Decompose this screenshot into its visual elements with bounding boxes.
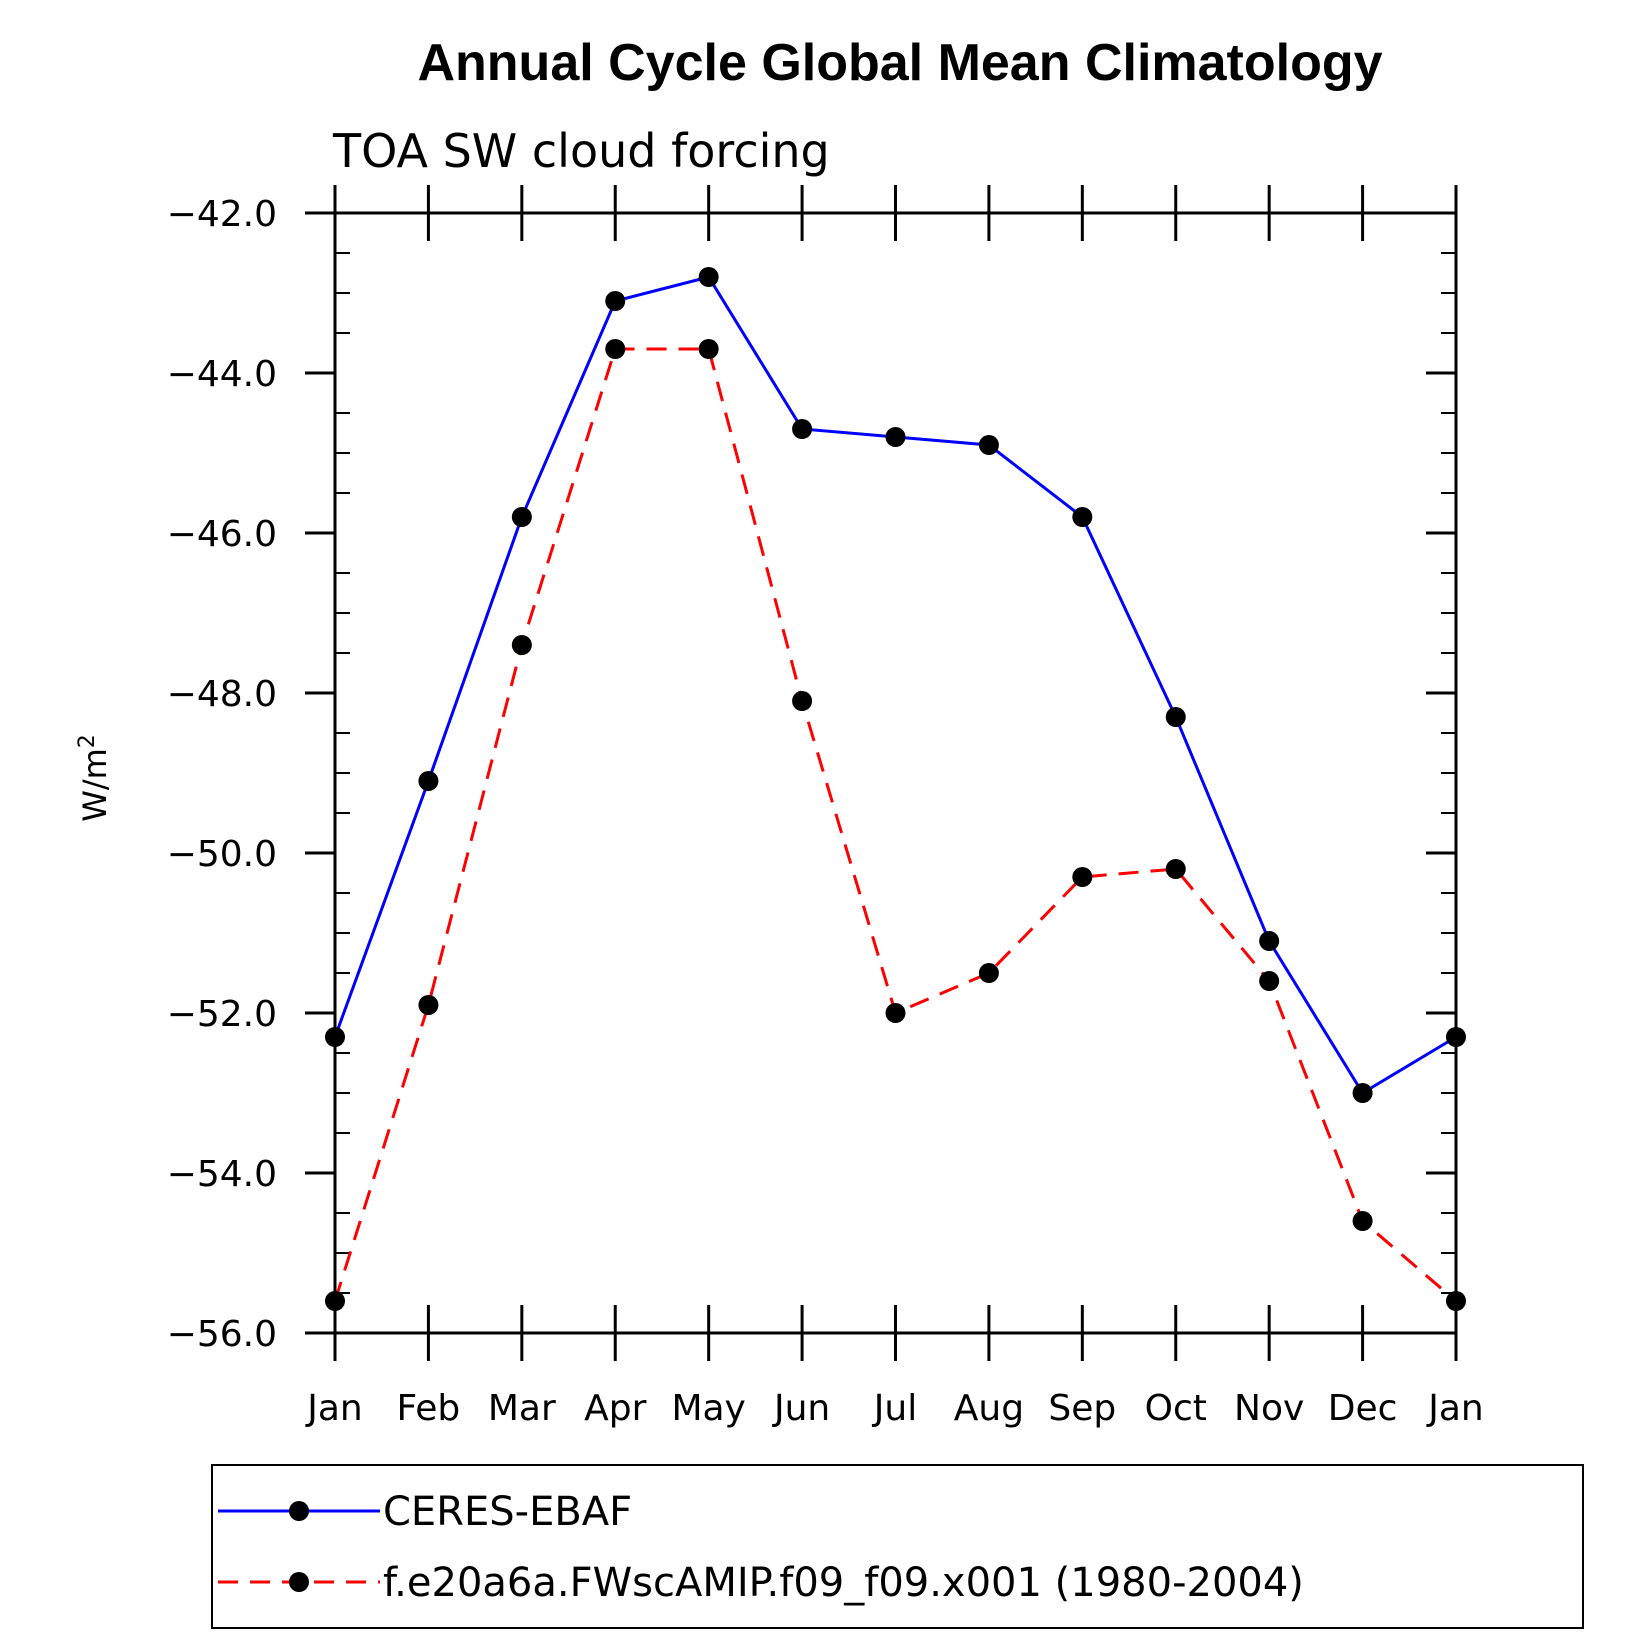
series-1-point <box>511 635 532 655</box>
x-tick-label: Oct <box>1145 1388 1207 1429</box>
series-1-point <box>978 963 999 983</box>
series-1-point <box>1072 867 1093 887</box>
series-0-point <box>1446 1027 1466 1047</box>
legend-box <box>211 1464 1584 1629</box>
y-axis-label: W/m2 <box>75 734 114 822</box>
x-tick-label: Jul <box>872 1388 917 1429</box>
series-0-point <box>1259 931 1280 951</box>
series-1-point <box>1165 859 1186 879</box>
series-0-point <box>1165 707 1186 727</box>
y-axis-label-superscript: 2 <box>75 734 100 748</box>
legend-label-ceres: CERES-EBAF <box>383 1489 632 1535</box>
y-tick-label: −44.0 <box>167 354 277 395</box>
x-tick-label: Sep <box>1048 1388 1116 1429</box>
x-tick-label: May <box>671 1388 745 1429</box>
series-0-point <box>1072 507 1093 527</box>
y-tick-labels: −42.0 −44.0 −46.0 −48.0 −50.0 −52.0 −54.0 −56.0 <box>167 194 277 1355</box>
x-tick-label: Jun <box>772 1388 830 1429</box>
series-0-point <box>885 427 906 447</box>
series-1-point <box>605 339 626 359</box>
series-1-point <box>698 339 719 359</box>
y-tick-label: −52.0 <box>167 994 277 1035</box>
series-1-point <box>418 995 439 1015</box>
legend-marker-model <box>289 1572 309 1592</box>
y-tick-label: −42.0 <box>167 194 277 235</box>
series-0-point <box>698 267 719 287</box>
series-1-point <box>325 1291 345 1311</box>
y-tick-label: −56.0 <box>167 1314 277 1355</box>
series-1-point <box>792 691 813 711</box>
series-1-point <box>1446 1291 1466 1311</box>
x-tick-label: Dec <box>1328 1388 1398 1429</box>
y-axis-label-unit: W/m <box>76 748 114 822</box>
series-0-point <box>605 291 626 311</box>
x-tick-label: Jan <box>1426 1388 1484 1429</box>
x-tick-label: Jan <box>305 1388 363 1429</box>
series-1-point <box>1259 971 1280 991</box>
y-tick-label: −46.0 <box>167 514 277 555</box>
series-line-0 <box>333 275 1457 1096</box>
series-0-point <box>978 435 999 455</box>
x-tick-labels: Jan Feb Mar Apr May Jun Jul Aug Sep Oct Nov Dec Jan <box>305 1388 1484 1429</box>
y-tick-label: −50.0 <box>167 834 277 875</box>
y-tick-label: −48.0 <box>167 674 277 715</box>
x-tick-label: Nov <box>1234 1388 1304 1429</box>
series-0-point <box>511 507 532 527</box>
series-0-point <box>792 419 813 439</box>
series-0-point <box>325 1027 345 1047</box>
plot-frame <box>333 211 1458 1335</box>
x-tick-label: Apr <box>584 1388 646 1429</box>
legend: CERES-EBAF f.e20a6a.FWscAMIP.f09_f09.x00… <box>211 1464 1584 1629</box>
series-1-point <box>1352 1211 1373 1231</box>
series-1-point <box>885 1003 906 1023</box>
legend-label-model: f.e20a6a.FWscAMIP.f09_f09.x001 (1980-200… <box>383 1560 1304 1606</box>
chart-subtitle: TOA SW cloud forcing <box>332 124 830 178</box>
axis-ticks <box>305 185 1458 1361</box>
x-tick-label: Aug <box>954 1388 1024 1429</box>
y-tick-label: −54.0 <box>167 1154 277 1195</box>
series-line-1 <box>333 347 1457 1303</box>
chart-title: Annual Cycle Global Mean Climatology <box>417 34 1382 92</box>
legend-marker-ceres <box>289 1501 309 1521</box>
series-0-point <box>418 771 439 791</box>
series-0-point <box>1352 1083 1373 1103</box>
x-tick-label: Feb <box>397 1388 461 1429</box>
series-layer <box>325 267 1466 1311</box>
x-tick-label: Mar <box>488 1388 556 1429</box>
